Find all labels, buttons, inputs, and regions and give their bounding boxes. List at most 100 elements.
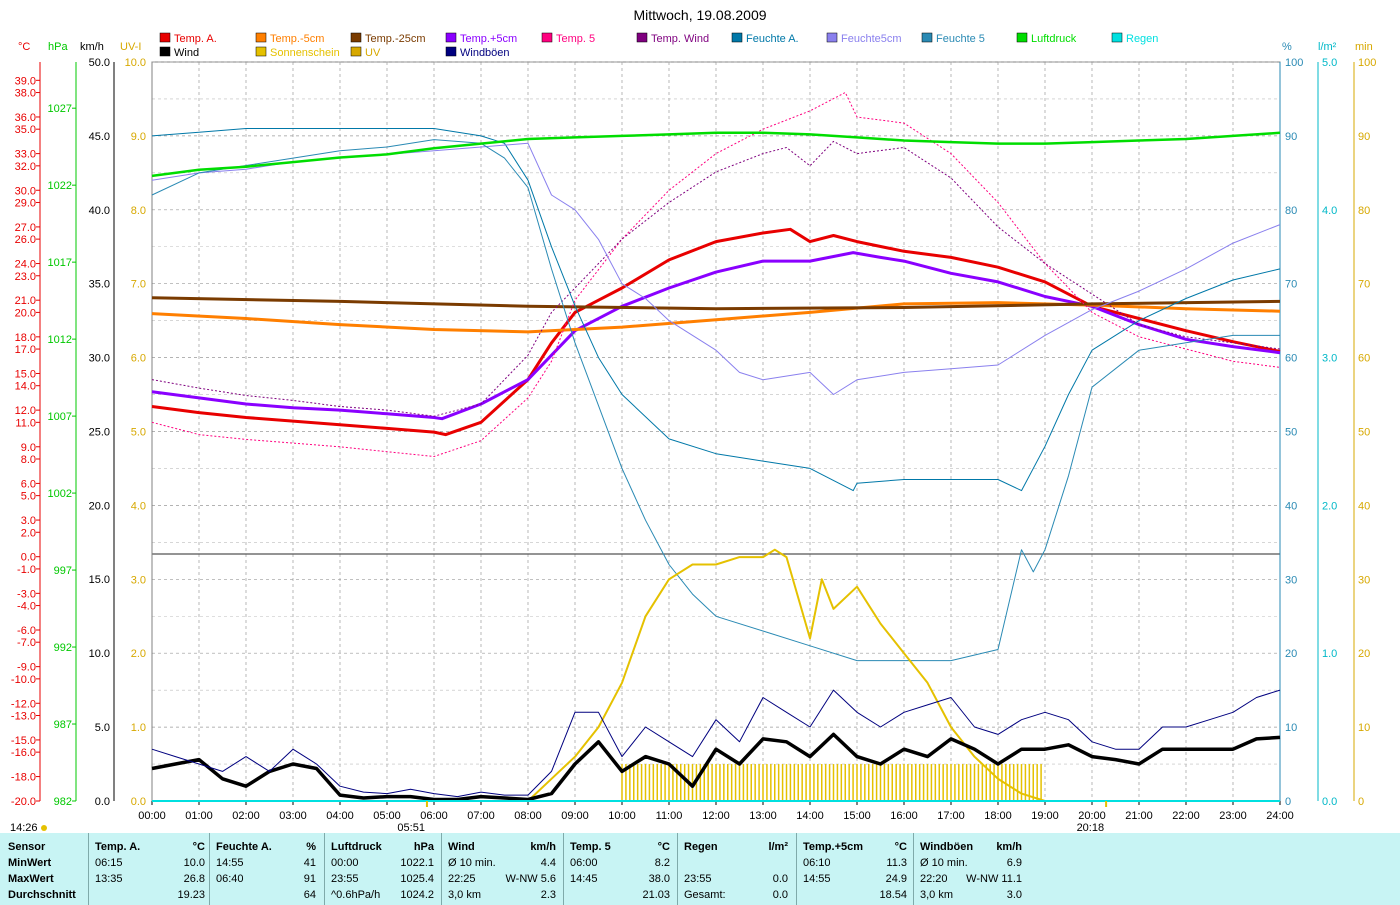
x-tick-label: 08:00 <box>514 810 542 822</box>
x-tick-label: 15:00 <box>843 810 871 822</box>
percent-tick-label: 10 <box>1285 722 1297 734</box>
temp-tick-label: 2.0 <box>21 527 36 539</box>
footer-separator <box>324 833 325 905</box>
feuchte-a-row-value: 91 <box>303 873 316 885</box>
temp-tick-label: 35.0 <box>15 124 36 136</box>
rain-tick-label: 0.0 <box>1322 796 1337 808</box>
svg-text:UV: UV <box>365 47 381 59</box>
axes: 39.038.036.035.033.032.030.029.027.026.0… <box>11 57 1376 822</box>
temp-tick-label: 5.0 <box>21 491 36 503</box>
windboeen-row-label: 22:20 <box>920 873 948 885</box>
percent-tick-label: 90 <box>1285 131 1297 143</box>
uv-tick-label: 0.0 <box>131 796 146 808</box>
temp-tick-label: 27.0 <box>15 222 36 234</box>
temp-5-header: Temp. 5 <box>570 841 611 853</box>
series-line-luftdruck <box>151 131 1281 178</box>
footer-separator <box>796 833 797 905</box>
legend-item-feuchte-5: Feuchte 5 <box>921 32 985 45</box>
wind-tick-label: 50.0 <box>89 57 110 69</box>
temp-tick-label: 38.0 <box>15 88 36 100</box>
legend-item-windboeen: Windböen <box>445 46 510 59</box>
temp-tick-label: -7.0 <box>17 637 36 649</box>
x-tick-label: 04:00 <box>326 810 354 822</box>
x-tick-label: 17:00 <box>937 810 965 822</box>
x-tick-label: 09:00 <box>561 810 589 822</box>
sensor-row-label: Durchschnitt <box>8 889 76 901</box>
x-tick-label: 12:00 <box>702 810 730 822</box>
series-line-feuchte-5 <box>151 139 1280 662</box>
temp-tick-label: 15.0 <box>15 368 36 380</box>
rain-tick-label: 3.0 <box>1322 353 1337 365</box>
luftdruck-header: Luftdruck <box>331 841 382 853</box>
temp-p5-row-label: 14:55 <box>803 873 831 885</box>
svg-text:Temp. Wind: Temp. Wind <box>651 33 709 45</box>
minutes-tick-label: 100 <box>1358 57 1376 69</box>
series-line-feuchte-a- <box>151 128 1281 492</box>
luftdruck-row-label: 23:55 <box>331 873 359 885</box>
legend-item-feuchte-a: Feuchte A. <box>731 32 799 45</box>
temp-p5-row-value: 11.3 <box>886 857 907 869</box>
wind-row-label: 22:25 <box>448 873 476 885</box>
temp-5-row-value: 8.2 <box>654 857 670 869</box>
luftdruck-row-label: 00:00 <box>331 857 359 869</box>
feuchte-a-unit: % <box>306 841 316 853</box>
pressure-tick-label: 992 <box>54 642 72 654</box>
x-tick-label: 05:00 <box>373 810 401 822</box>
wind-row-label: Ø 10 min. <box>448 857 496 869</box>
sunrise-label: 05:51 <box>397 822 425 833</box>
sensor-row-label: MaxWert <box>8 873 54 885</box>
series-line-temp-wind <box>151 140 1281 417</box>
svg-text:Sonnenschein: Sonnenschein <box>270 47 340 59</box>
temp-p5-unit: °C <box>894 841 907 853</box>
svg-text:Regen: Regen <box>1126 33 1158 45</box>
x-tick-label: 01:00 <box>185 810 213 822</box>
temp-tick-label: -12.0 <box>11 698 36 710</box>
percent-tick-label: 0 <box>1285 796 1291 808</box>
temp-a-header: Temp. A. <box>95 841 141 853</box>
temp-tick-label: 14.0 <box>15 381 36 393</box>
temp-a-row-label: 06:15 <box>95 857 123 869</box>
temp-tick-label: -10.0 <box>11 674 36 686</box>
sensor-header: Sensor <box>8 841 46 853</box>
wind-tick-label: 30.0 <box>89 353 110 365</box>
temp-tick-label: 32.0 <box>15 161 36 173</box>
percent-tick-label: 50 <box>1285 427 1297 439</box>
axis-unit-labels: °C hPa km/h UV-I % l/m² min <box>18 41 1373 53</box>
wind-tick-label: 35.0 <box>89 279 110 291</box>
temp-a-row-value: 26.8 <box>183 873 205 885</box>
pressure-tick-label: 987 <box>54 719 72 731</box>
sensor-row-label: MinWert <box>8 857 52 869</box>
sun-dot <box>41 825 47 831</box>
wind-tick-label: 20.0 <box>89 500 110 512</box>
temp-tick-label: -3.0 <box>17 588 36 600</box>
wind-row-value: W-NW 5.6 <box>505 873 556 885</box>
legend-item-luftdruck: Luftdruck <box>1016 32 1077 45</box>
temp-5-row-label: 14:45 <box>570 873 598 885</box>
luftdruck-row-label: ^0.6hPa/h <box>331 889 381 901</box>
x-tick-label: 06:00 <box>420 810 448 822</box>
luftdruck-row-value: 1025.4 <box>400 873 434 885</box>
wind-row-label: 3,0 km <box>448 889 482 901</box>
temp-5-row-value: 38.0 <box>648 873 670 885</box>
temp-a-row-value: 19.23 <box>177 889 205 901</box>
temp-tick-label: 33.0 <box>15 149 36 161</box>
x-tick-label: 11:00 <box>656 810 683 822</box>
luftdruck-row-value: 1024.2 <box>400 889 434 901</box>
x-tick-label: 07:00 <box>467 810 495 822</box>
footer-separator <box>88 833 89 905</box>
percent-tick-label: 100 <box>1285 57 1303 69</box>
legend-item-wind: Wind <box>159 46 199 59</box>
temp-tick-label: 6.0 <box>21 478 36 490</box>
temp-tick-label: 23.0 <box>15 271 36 283</box>
temp-tick-label: 18.0 <box>15 332 36 344</box>
unit-pressure: hPa <box>48 41 68 53</box>
x-tick-label: 16:00 <box>890 810 918 822</box>
minutes-tick-label: 10 <box>1358 722 1370 734</box>
temp-tick-label: -16.0 <box>11 747 36 759</box>
temp-tick-label: 0.0 <box>21 552 36 564</box>
temp-tick-label: 36.0 <box>15 112 36 124</box>
temp-tick-label: 12.0 <box>15 405 36 417</box>
footer-separator <box>677 833 678 905</box>
temp-5-row-label: 06:00 <box>570 857 598 869</box>
x-tick-label: 13:00 <box>749 810 777 822</box>
